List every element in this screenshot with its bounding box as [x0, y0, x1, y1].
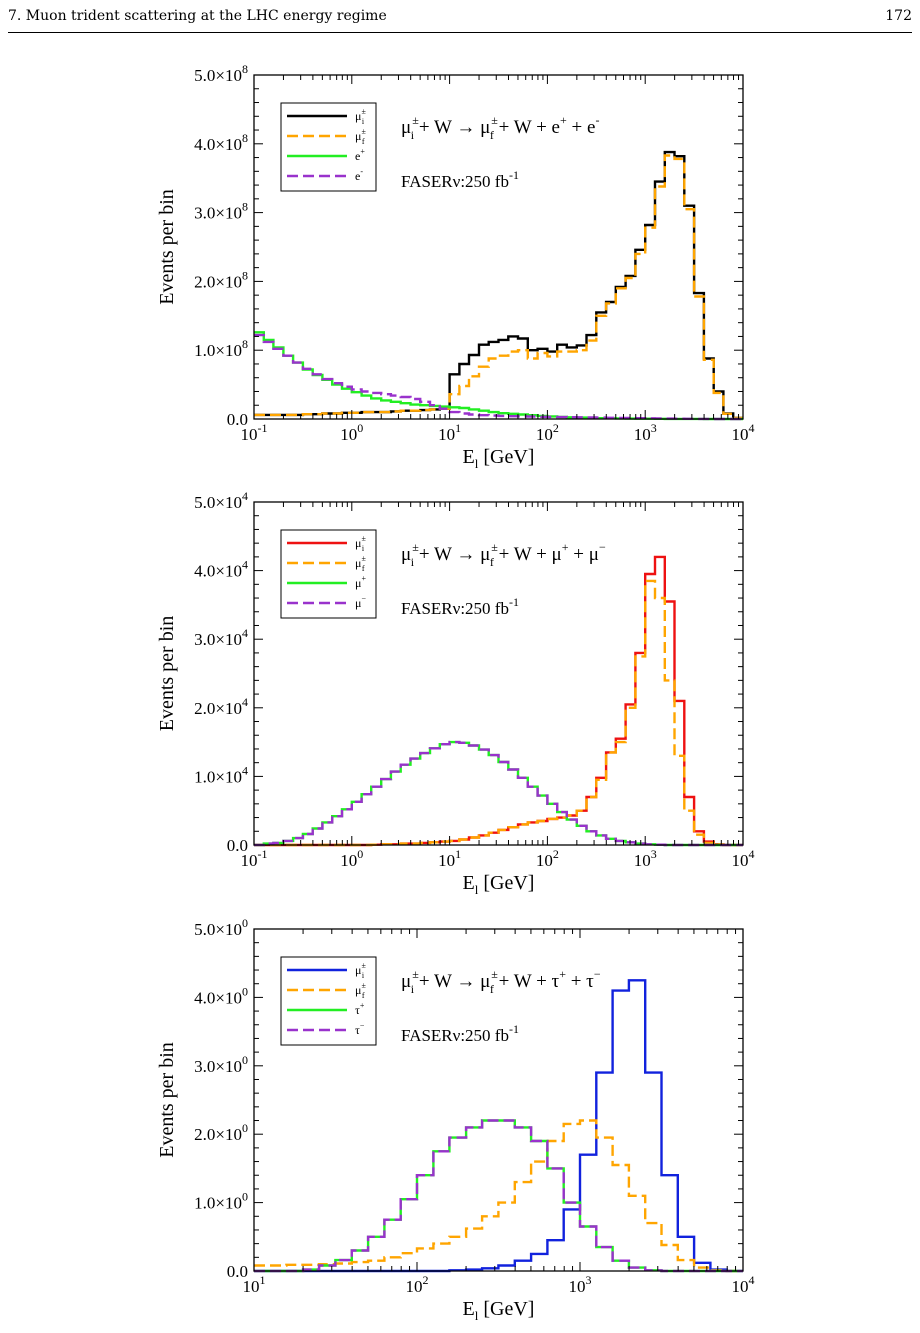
y-tick-label: 4.0×104: [194, 558, 248, 581]
x-tick-label: 10-1: [241, 421, 268, 444]
legend-entry: e+: [355, 147, 365, 163]
y-tick-label: 0.0: [227, 836, 248, 855]
x-tick-label: 10-1: [241, 847, 268, 870]
legend-entry: μ± f: [355, 554, 366, 573]
legend-entry: e-: [355, 167, 363, 183]
x-tick-label: 101: [243, 1273, 266, 1296]
running-header: 7. Muon trident scattering at the LHC en…: [8, 6, 912, 33]
page-number: 172: [885, 8, 912, 24]
y-tick-label: 1.0×108: [194, 337, 248, 360]
luminosity-annotation: FASERν:250 fb-1: [401, 1022, 519, 1045]
y-tick-label: 3.0×108: [194, 200, 248, 223]
process-annotation: μ± i + W → μ± f + W + μ+ + μ−: [401, 540, 606, 569]
series-line-3: [254, 331, 743, 421]
y-tick-label: 2.0×108: [194, 268, 248, 291]
chart-panel-1: 10-1 100 101 102 103 104 0.0 1.0×108 2.0×108 3.0×…: [156, 62, 755, 471]
x-tick-label: 100: [340, 847, 363, 870]
x-tick-label: 102: [406, 1273, 429, 1296]
legend: μ± iμ± fτ+ τ−: [280, 956, 377, 1046]
x-axis-title: El [GeV]: [463, 446, 535, 471]
x-tick-label: 103: [634, 421, 657, 444]
x-axis-title: El [GeV]: [463, 1298, 535, 1323]
y-tick-label: 0.0: [227, 1262, 248, 1281]
plot-frame: [253, 74, 744, 420]
y-axis-title: Events per bin: [156, 189, 178, 305]
y-tick-label: 2.0×100: [194, 1121, 248, 1144]
x-tick-label: 102: [536, 421, 559, 444]
plot-frame: [253, 928, 744, 1272]
series-line-4: [254, 333, 743, 421]
series-line-2: [254, 1119, 743, 1273]
x-tick-label: 103: [569, 1273, 592, 1296]
luminosity-annotation: FASERν:250 fb-1: [401, 595, 519, 618]
legend: μ± iμ± fe+ e-: [280, 102, 377, 192]
x-tick-label: 104: [732, 421, 755, 444]
legend: μ± iμ± fμ+ μ−: [280, 529, 377, 619]
y-axis-title: Events per bin: [156, 1042, 178, 1158]
x-tick-label: 100: [340, 421, 363, 444]
y-tick-label: 3.0×100: [194, 1053, 248, 1076]
luminosity-annotation: FASERν:250 fb-1: [401, 168, 519, 191]
legend-entry: μ± i: [355, 107, 366, 126]
process-annotation: μ± i + W → μ± f + W + e+ + e-: [401, 113, 599, 142]
legend-entry: τ+: [355, 1001, 365, 1017]
y-tick-label: 2.0×104: [194, 695, 248, 718]
y-tick-label: 1.0×104: [194, 763, 248, 786]
legend-entry: μ± f: [355, 127, 366, 146]
legend-entry: μ+: [355, 574, 366, 590]
x-tick-label: 103: [634, 847, 657, 870]
series-line-2: [254, 579, 743, 847]
series-line-3: [254, 1119, 743, 1273]
y-tick-label: 5.0×108: [194, 62, 248, 85]
y-tick-label: 4.0×108: [194, 131, 248, 154]
legend-entry: μ± i: [355, 961, 366, 980]
x-tick-label: 101: [438, 421, 461, 444]
chapter-title: 7. Muon trident scattering at the LHC en…: [8, 8, 387, 24]
series-line-4: [254, 1119, 743, 1273]
x-tick-label: 104: [732, 847, 755, 870]
legend-entry: τ−: [355, 1021, 365, 1037]
x-tick-label: 102: [536, 847, 559, 870]
chart-panel-2: 10-1 100 101 102 103 104 0.0 1.0×104 2.0×104 3.0×…: [156, 489, 755, 897]
plot-frame: [253, 501, 744, 846]
series-line-2: [254, 154, 743, 420]
y-tick-label: 0.0: [227, 410, 248, 429]
chart-panel-3: 101 102 103 104 0.0 1.0×100 2.0×100 3.0×100 4.0×…: [156, 916, 755, 1323]
x-tick-label: 101: [438, 847, 461, 870]
process-annotation: μ± i + W → μ± f + W + τ+ + τ−: [401, 967, 601, 996]
legend-entry: μ± f: [355, 981, 366, 1000]
x-tick-label: 104: [732, 1273, 755, 1296]
series-line-1: [254, 150, 743, 420]
y-tick-label: 1.0×100: [194, 1190, 248, 1213]
y-axis-title: Events per bin: [156, 616, 178, 732]
y-tick-label: 5.0×104: [194, 489, 248, 512]
series-line-4: [254, 740, 743, 847]
y-tick-label: 4.0×100: [194, 984, 248, 1007]
legend-entry: μ± i: [355, 534, 366, 553]
legend-entry: μ−: [355, 594, 366, 610]
y-tick-label: 5.0×100: [194, 916, 248, 939]
y-tick-label: 3.0×104: [194, 626, 248, 649]
x-axis-title: El [GeV]: [463, 872, 535, 897]
